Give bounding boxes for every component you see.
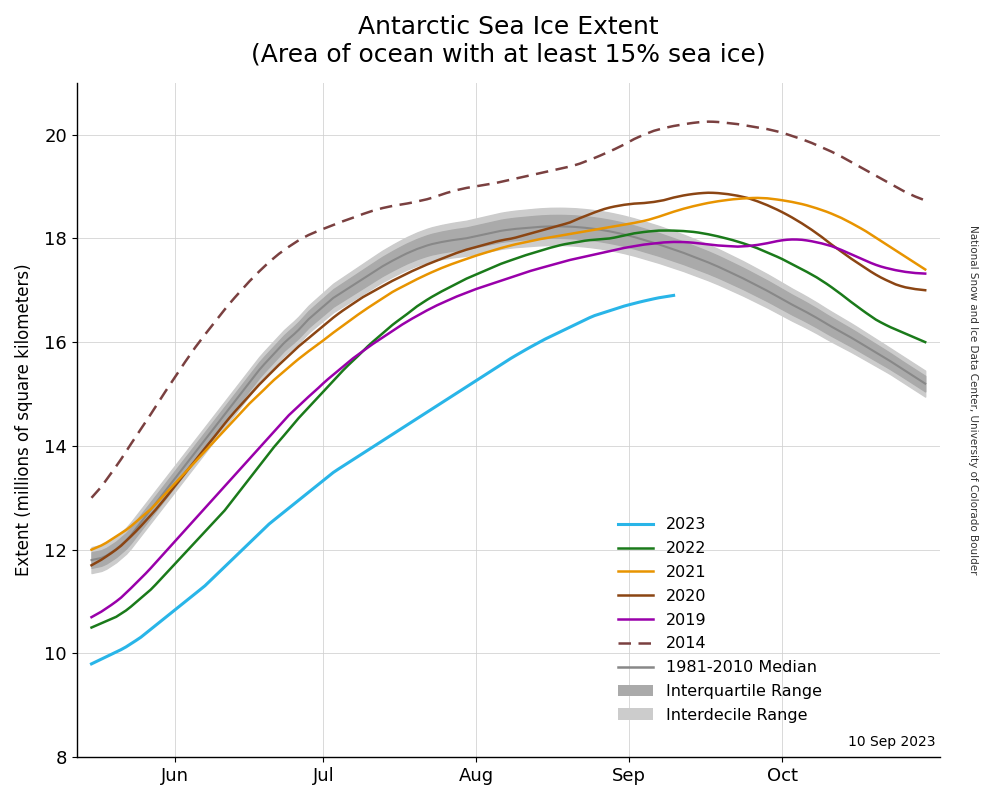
Y-axis label: Extent (millions of square kilometers): Extent (millions of square kilometers)	[15, 264, 33, 576]
Text: National Snow and Ice Data Center, University of Colorado Boulder: National Snow and Ice Data Center, Unive…	[968, 226, 978, 574]
Text: 10 Sep 2023: 10 Sep 2023	[848, 735, 935, 750]
Title: Antarctic Sea Ice Extent
(Area of ocean with at least 15% sea ice): Antarctic Sea Ice Extent (Area of ocean …	[251, 15, 766, 66]
Legend: 2023, 2022, 2021, 2020, 2019, 2014, 1981-2010 Median, Interquartile Range, Inter: 2023, 2022, 2021, 2020, 2019, 2014, 1981…	[612, 511, 828, 729]
